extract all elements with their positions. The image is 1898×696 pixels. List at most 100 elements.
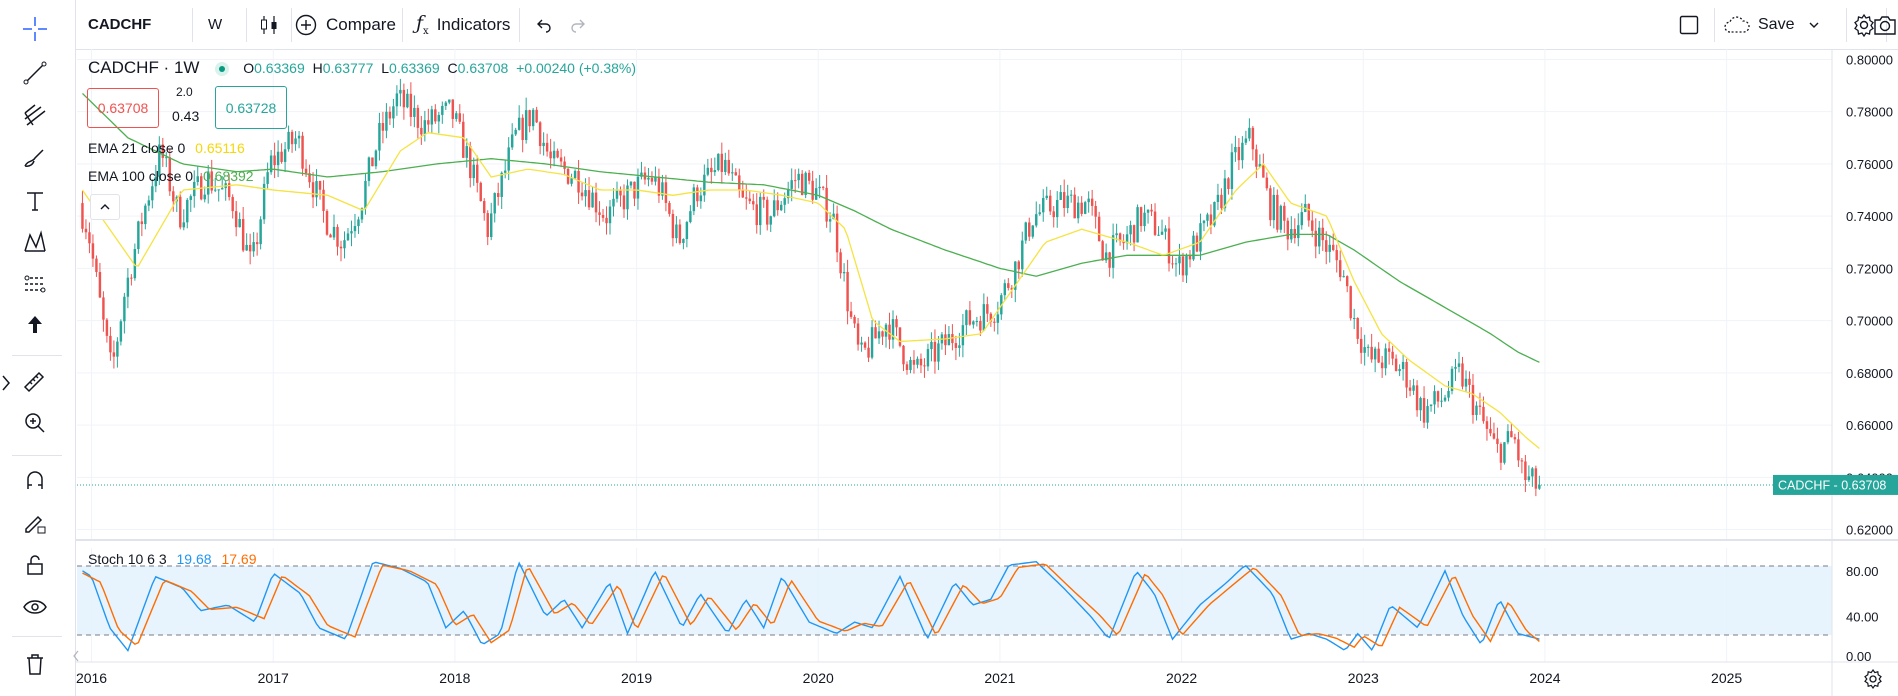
sell-button[interactable]: 0.63708 <box>87 88 159 128</box>
candle-body <box>1059 192 1062 200</box>
candle-body <box>622 195 626 210</box>
collapse-toolbar-arrow[interactable] <box>0 370 12 396</box>
magnet-tool[interactable] <box>18 466 52 496</box>
open-value: 0.63369 <box>254 60 305 76</box>
ema100-legend[interactable]: EMA 100 close 0 0.68392 <box>88 168 254 184</box>
candle-body <box>601 214 605 218</box>
high-value: 0.63777 <box>322 60 374 76</box>
candle-body <box>1373 348 1377 360</box>
candle-body <box>961 325 965 346</box>
ruler-tool[interactable] <box>18 366 52 396</box>
chart-type-button[interactable] <box>252 0 286 49</box>
candle-body <box>650 177 654 182</box>
remove-drawings-tool[interactable] <box>18 649 52 679</box>
ruler-icon <box>23 371 45 393</box>
layout-button[interactable] <box>1678 0 1700 49</box>
candle-body <box>262 183 266 220</box>
text-tool[interactable] <box>18 186 52 216</box>
candle-body <box>524 110 528 141</box>
lock-drawing-tool[interactable] <box>18 508 52 538</box>
redo-button[interactable] <box>568 0 588 49</box>
pattern-tool[interactable] <box>18 228 52 258</box>
candle-body <box>329 234 332 238</box>
zoom-tool[interactable] <box>18 408 52 438</box>
candle-body <box>1153 211 1157 235</box>
candle-body <box>315 181 318 198</box>
buy-button[interactable]: 0.63728 <box>215 86 287 129</box>
candle-body <box>790 180 793 189</box>
stoch-tick-label: 40.00 <box>1846 609 1879 624</box>
toolbar-divider <box>12 636 62 637</box>
time-tick-label: 2023 <box>1348 670 1379 686</box>
candle-body <box>165 157 168 159</box>
candle-body <box>1101 241 1104 261</box>
candle-body <box>1066 195 1069 208</box>
candle-body <box>577 170 580 193</box>
candle-body <box>1230 152 1234 189</box>
crosshair-tool[interactable] <box>18 14 52 44</box>
candle-body <box>399 89 402 94</box>
indicators-button[interactable]: ƒx Indicators <box>416 0 510 49</box>
candle-body <box>1108 252 1111 268</box>
chevron-up-icon <box>100 204 110 210</box>
candle-body <box>402 89 406 108</box>
compare-button[interactable]: Compare <box>294 0 396 49</box>
lock-tool[interactable] <box>18 550 52 580</box>
candle-body <box>647 177 650 180</box>
candle-body <box>1262 164 1265 178</box>
candle-body <box>1171 263 1174 265</box>
stoch-legend[interactable]: Stoch 10 6 3 19.68 17.69 <box>88 551 257 567</box>
candle-body <box>1380 362 1384 369</box>
candle-body <box>1332 244 1335 251</box>
interval-button[interactable]: W <box>208 16 223 33</box>
candle-body <box>1024 222 1027 241</box>
candle-body <box>1461 363 1464 387</box>
candle-body <box>350 231 353 234</box>
stoch-tick-label: 0.00 <box>1846 649 1871 664</box>
candle-body <box>1185 255 1188 276</box>
trend-line-tool[interactable] <box>18 58 52 88</box>
candle-body <box>283 149 287 162</box>
ema100-value: 0.68392 <box>202 168 254 184</box>
candle-body <box>1387 348 1391 352</box>
candle-body <box>814 188 818 200</box>
candle-body <box>874 327 877 339</box>
gear-icon <box>1864 668 1882 690</box>
save-button[interactable]: Save <box>1722 0 1820 49</box>
market-status-icon[interactable] <box>215 62 230 77</box>
undo-button[interactable] <box>534 0 554 49</box>
candle-body <box>213 189 217 191</box>
brush-tool[interactable] <box>18 143 52 173</box>
candle-body <box>1338 260 1342 278</box>
fib-tool[interactable] <box>18 100 52 130</box>
candle-body <box>441 105 444 115</box>
candle-body <box>413 107 416 117</box>
screenshot-button[interactable] <box>1872 0 1898 49</box>
hide-drawings-tool[interactable] <box>18 592 52 622</box>
candle-body <box>227 183 231 198</box>
toolbar-divider <box>12 455 62 456</box>
ema21-legend[interactable]: EMA 21 close 0 0.65116 <box>88 140 245 156</box>
candle-body <box>828 219 832 222</box>
candle-body <box>626 185 629 210</box>
candle-body <box>276 151 280 166</box>
candle-body <box>738 175 741 190</box>
candle-body <box>1345 276 1349 287</box>
candle-body <box>860 342 863 345</box>
prediction-tool[interactable] <box>18 269 52 299</box>
candle-body <box>1300 212 1304 226</box>
candle-body <box>1325 240 1328 252</box>
collapse-legend-button[interactable] <box>90 194 120 220</box>
candle-body <box>580 192 584 197</box>
candle-body <box>1178 256 1181 264</box>
candle-body <box>1094 205 1097 217</box>
symbol-search-button[interactable]: CADCHF <box>88 16 152 33</box>
candle-body <box>1415 385 1419 411</box>
candle-body <box>1538 484 1541 489</box>
candle-body <box>786 188 790 199</box>
candle-body <box>1349 286 1352 319</box>
scroll-left-arrow[interactable] <box>70 648 82 664</box>
arrow-tool[interactable] <box>18 310 52 340</box>
time-axis-settings-button[interactable] <box>1862 668 1884 690</box>
settings-button[interactable] <box>1852 0 1876 49</box>
